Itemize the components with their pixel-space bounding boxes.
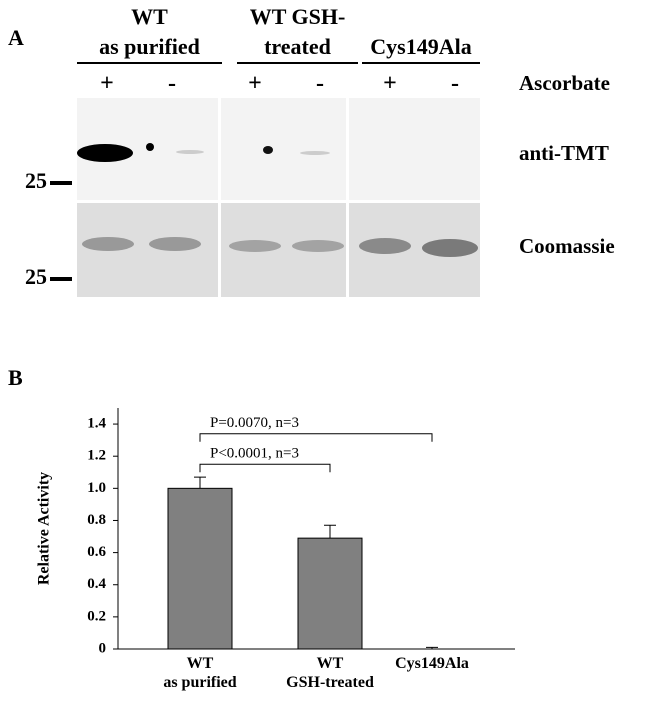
row-label: anti-TMT (519, 141, 609, 165)
significance-label: P=0.0070, n=3 (210, 415, 299, 431)
y-tick-label: 1.4 (87, 416, 106, 432)
x-tick-label: WT as purified (163, 655, 237, 692)
error-bar (194, 476, 206, 489)
significance-bracket (199, 463, 331, 473)
y-tick-label: 1.2 (87, 448, 106, 464)
panel-label: A (8, 25, 24, 50)
ascorbate-sign: - (168, 71, 176, 97)
group-label: WT as purified (77, 2, 222, 64)
bar (167, 487, 233, 650)
y-tick-label: 0 (99, 640, 107, 656)
y-tick-label: 0.2 (87, 608, 106, 624)
y-tick-label: 0.8 (87, 512, 106, 528)
ascorbate-sign: - (316, 71, 324, 97)
mw-marker: 25 (25, 168, 47, 193)
mw-marker: 25 (25, 264, 47, 289)
ascorbate-sign: - (451, 71, 459, 97)
group-label: Cys149Ala (362, 32, 480, 64)
y-axis-label: Relative Activity (36, 472, 53, 585)
significance-label: P<0.0001, n=3 (210, 446, 299, 462)
error-bar (324, 524, 336, 539)
bar (297, 537, 363, 650)
ascorbate-sign: + (248, 71, 262, 97)
ascorbate-sign: + (100, 71, 114, 97)
significance-bracket (199, 433, 433, 442)
x-tick-label: WT GSH-treated (286, 655, 374, 692)
panel-label: B (8, 365, 23, 390)
x-tick-label: Cys149Ala (395, 655, 469, 672)
y-tick-label: 0.6 (87, 544, 106, 560)
y-tick-label: 1.0 (87, 480, 106, 496)
row-label: Coomassie (519, 234, 615, 258)
blot (50, 98, 480, 298)
row-label: Ascorbate (519, 71, 610, 95)
group-label: WT GSH- treated (237, 2, 358, 64)
ascorbate-sign: + (383, 71, 397, 97)
y-tick-label: 0.4 (87, 576, 106, 592)
